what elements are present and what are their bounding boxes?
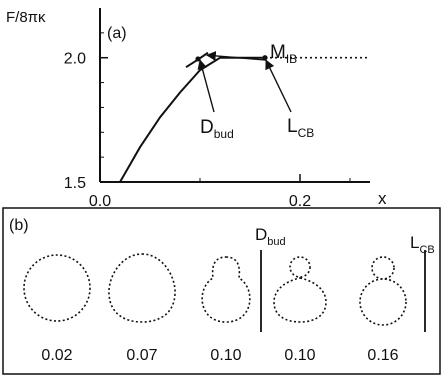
shape-bulge: [201, 256, 251, 323]
shape-sequence: 0.02 0.07 0.10 0.10 0.16 Dbud LCB: [23, 225, 435, 364]
shape-label-4: 0.16: [367, 347, 398, 364]
annotation-label-l-cb: LCB: [287, 116, 314, 140]
shape-sphere: [23, 254, 91, 322]
x-tick-label-0: 0.0: [89, 193, 111, 210]
panel-a: (a) F/8πκ x 0.0 0.2 1.5 2.0 MIB Dbud LCB: [6, 8, 387, 210]
x-tick-label-1: 0.2: [289, 193, 311, 210]
divider-label-d-bud: Dbud: [255, 225, 286, 248]
shape-pear: [108, 253, 176, 323]
y-axis-label: F/8πκ: [6, 9, 46, 26]
annotation-label-m-ib: MIB: [270, 42, 297, 66]
annotation-arrow-2: [265, 59, 292, 113]
y-tick-label-0: 1.5: [64, 175, 86, 192]
shape-label-3: 0.10: [284, 347, 315, 364]
panel-b-label: (b): [9, 217, 29, 234]
series-main-branch: [119, 56, 265, 183]
axis-ticks: 0.0 0.2 1.5 2.0: [64, 32, 351, 210]
y-tick-label-1: 2.0: [64, 51, 86, 68]
plot-series: [119, 51, 370, 183]
shape-bud-touching: [359, 256, 407, 326]
panel-b-frame: [2, 207, 441, 375]
panel-a-label: (a): [107, 25, 127, 42]
divider-label-l-cb: LCB: [410, 233, 435, 256]
panel-b: (b) 0.02 0.07 0.10 0.10 0.16 Dbud LCB: [2, 207, 441, 375]
shape-label-2: 0.10: [210, 347, 241, 364]
marker-1: [262, 55, 268, 61]
annotation-label-d-bud: Dbud: [200, 117, 234, 141]
annotation-arrow-1: [197, 59, 215, 113]
x-axis-label: x: [378, 189, 387, 208]
shape-bud-neck: [273, 256, 327, 323]
shape-label-1: 0.07: [126, 347, 157, 364]
annotation-arrow-0: [206, 51, 267, 61]
shape-label-0: 0.02: [41, 347, 72, 364]
